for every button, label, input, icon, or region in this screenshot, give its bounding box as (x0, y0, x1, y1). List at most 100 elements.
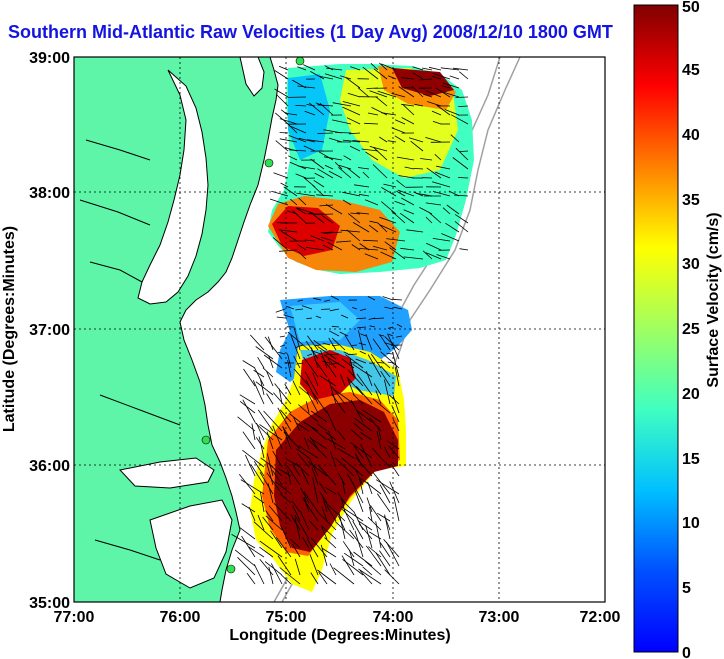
velocity-vector (377, 90, 397, 98)
velocity-vector (368, 317, 376, 320)
velocity-vector (339, 331, 349, 337)
velocity-vector (372, 448, 382, 459)
velocity-vector (291, 500, 301, 513)
velocity-vector (352, 307, 358, 310)
velocity-vector (349, 529, 364, 549)
velocity-vector (333, 567, 355, 585)
velocity-vector (358, 193, 370, 197)
velocity-vector (257, 409, 274, 432)
velocity-vector (298, 445, 319, 459)
velocity-vector (314, 172, 325, 179)
velocity-vector (332, 102, 352, 107)
velocity-vector (362, 66, 379, 80)
velocity-vector (373, 317, 385, 320)
velocity-vector (307, 353, 313, 356)
velocity-vector (344, 334, 355, 351)
velocity-vector (387, 333, 400, 360)
velocity-vector (454, 214, 469, 224)
velocity-vector (241, 535, 256, 558)
velocity-vector (259, 546, 274, 558)
velocity-vector (320, 525, 337, 540)
velocity-vector (378, 334, 385, 337)
velocity-vector (323, 156, 343, 161)
velocity-vector (304, 371, 319, 396)
velocity-vector (292, 505, 301, 522)
velocity-vector (399, 212, 415, 224)
velocity-vector (340, 498, 355, 513)
velocity-vector (370, 63, 379, 71)
colorbar-tick-label: 5 (682, 580, 691, 597)
velocity-vector (272, 450, 283, 468)
velocity-vector (268, 566, 274, 585)
velocity-vector (394, 135, 406, 143)
velocity-vector (253, 564, 265, 585)
velocity-vector (325, 204, 343, 215)
velocity-vector (369, 506, 373, 522)
velocity-vector (396, 190, 406, 197)
velocity-vector (458, 177, 469, 179)
velocity-vector (359, 478, 364, 495)
velocity-vector (309, 457, 319, 477)
velocity-vector (396, 179, 406, 188)
velocity-vector (413, 168, 424, 170)
velocity-vector (451, 114, 469, 125)
velocity-vector (341, 498, 346, 513)
velocity-vector (354, 417, 373, 432)
velocity-vector (450, 134, 460, 143)
velocity-vector (351, 244, 361, 251)
velocity-vector (306, 423, 328, 441)
velocity-vector (377, 222, 388, 233)
velocity-vector (260, 379, 265, 396)
velocity-vector (377, 425, 382, 441)
velocity-vector (428, 66, 442, 71)
velocity-vector (373, 147, 388, 161)
velocity-vector (376, 512, 391, 522)
velocity-vector (301, 305, 313, 310)
velocity-vector (297, 165, 316, 170)
velocity-vector (338, 473, 346, 486)
velocity-vector (352, 394, 364, 405)
velocity-vector (379, 542, 391, 558)
velocity-vector (286, 464, 301, 486)
velocity-vector (242, 449, 265, 468)
velocity-vector (296, 362, 304, 365)
velocity-vector (403, 256, 424, 260)
velocity-vector (319, 204, 334, 207)
velocity-vector (401, 117, 415, 125)
colorbar-tick-label: 25 (682, 321, 700, 338)
velocity-vector (277, 407, 292, 432)
velocity-vector (335, 457, 355, 477)
velocity-vector (317, 104, 334, 107)
velocity-vector (283, 314, 295, 319)
velocity-vector (287, 353, 292, 369)
velocity-vector (297, 85, 316, 89)
velocity-vector (384, 342, 394, 346)
velocity-vector (362, 171, 370, 179)
velocity-vector (455, 147, 469, 161)
velocity-vector (436, 104, 451, 116)
velocity-vector (391, 92, 406, 98)
velocity-vector (251, 423, 256, 441)
velocity-vector (287, 469, 292, 486)
velocity-vector (289, 538, 301, 549)
velocity-vector (379, 484, 391, 504)
velocity-vector (392, 351, 400, 378)
velocity-vector (426, 167, 442, 179)
velocity-vector (264, 336, 283, 360)
velocity-vector (294, 517, 301, 540)
velocity-vector (372, 164, 388, 179)
velocity-vector (279, 118, 298, 125)
velocity-vector (334, 161, 343, 170)
velocity-vector (332, 119, 352, 125)
velocity-vector (273, 392, 292, 414)
velocity-vector (284, 112, 298, 116)
velocity-vector (290, 514, 301, 531)
velocity-vector (406, 229, 424, 233)
velocity-vector (360, 444, 373, 468)
velocity-vector (316, 423, 328, 432)
velocity-vector (337, 429, 346, 441)
velocity-vector (331, 337, 346, 351)
velocity-vector (272, 237, 289, 251)
velocity-vector (250, 334, 265, 351)
velocity-vector (328, 378, 337, 405)
